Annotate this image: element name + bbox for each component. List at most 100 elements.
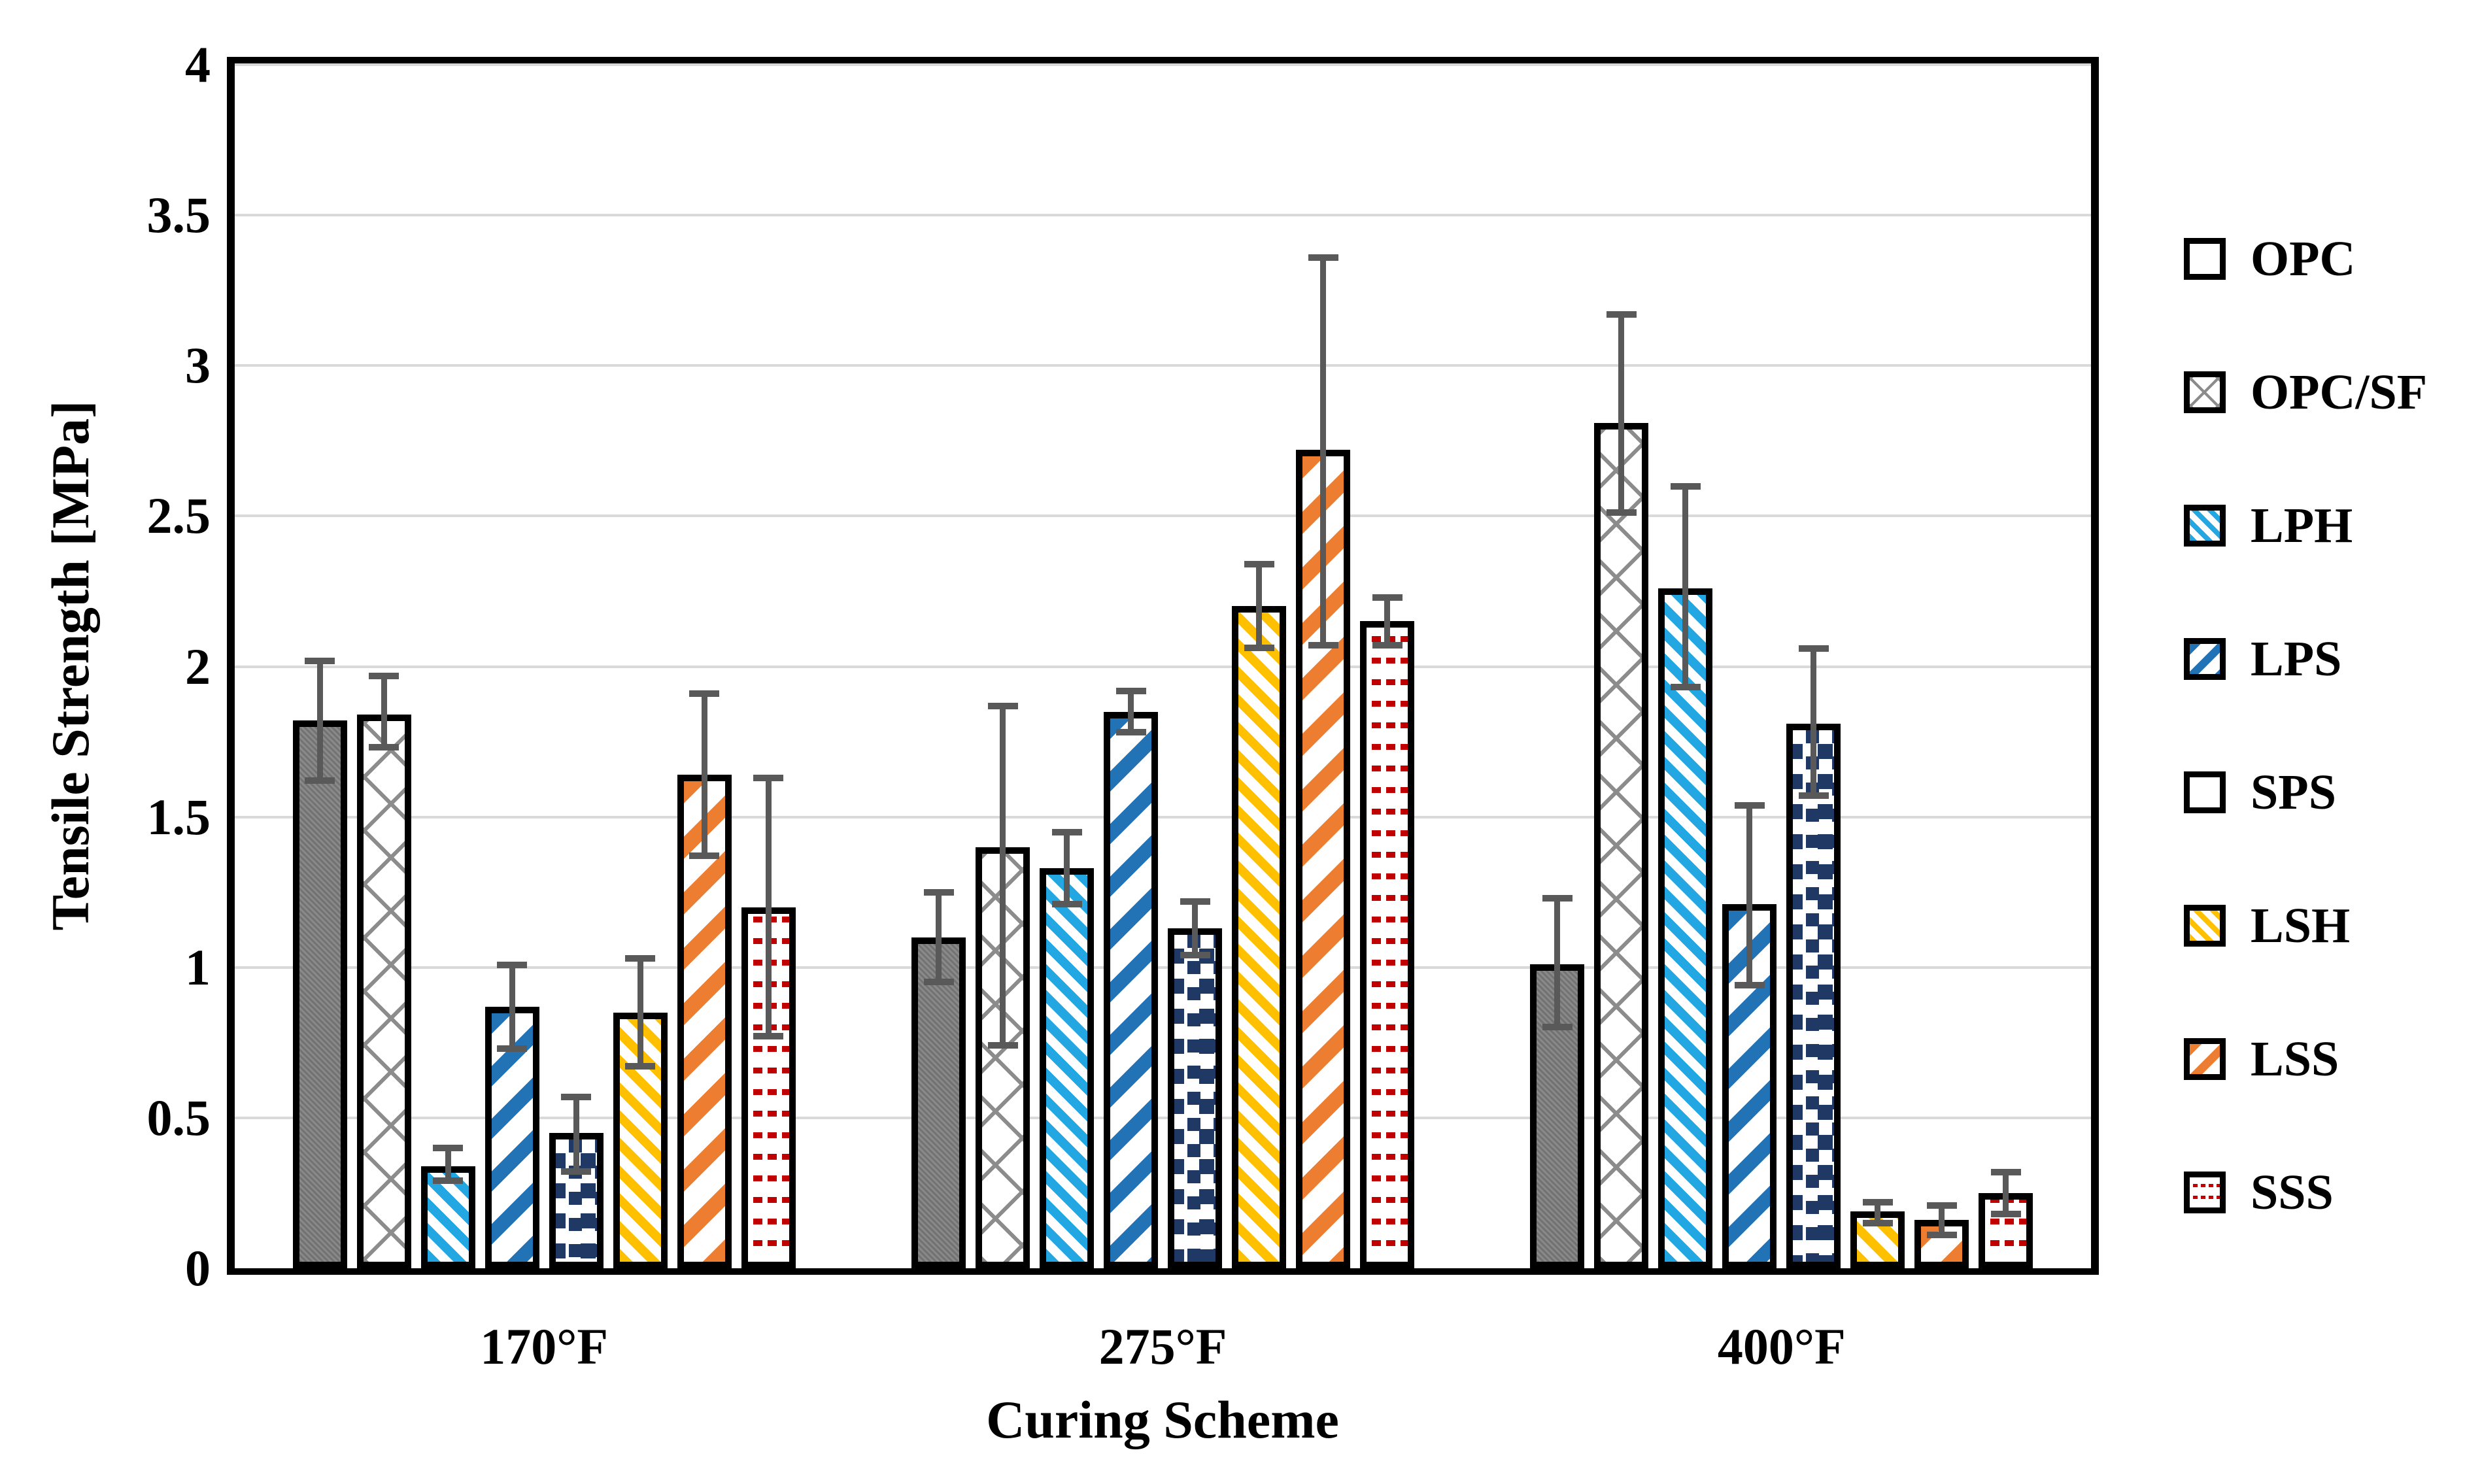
error-bar-SPS-275°F	[1180, 898, 1210, 958]
legend-item-SSS: SSS	[2184, 1165, 2334, 1220]
error-bar-cap-bottom	[305, 777, 335, 784]
error-bar-LSS-170°F	[689, 690, 720, 860]
error-bar-cap-bottom	[923, 979, 954, 986]
bar-SPS-400°F	[1786, 724, 1841, 1268]
gridline-3.5	[235, 214, 2091, 217]
error-bar-cap-bottom	[369, 744, 400, 751]
error-bar-cap-top	[1180, 898, 1210, 905]
error-bar-LPS-170°F	[497, 961, 528, 1052]
gridline-3.0	[235, 364, 2091, 367]
error-bar-cap-bottom	[1180, 951, 1210, 958]
legend-swatch-LSH	[2184, 905, 2226, 947]
error-bar-LPH-275°F	[1051, 829, 1082, 907]
legend-label-SSS: SSS	[2251, 1164, 2334, 1220]
legend-item-LSS: LSS	[2184, 1032, 2339, 1087]
legend-swatch-SSS	[2184, 1172, 2226, 1213]
bar-OPC/SF-170°F	[356, 715, 411, 1268]
error-bar-cap-top	[625, 955, 656, 962]
legend-label-LSS: LSS	[2251, 1031, 2339, 1087]
error-bar-cap-bottom	[1051, 900, 1082, 907]
error-bar-stem	[445, 1145, 451, 1185]
error-bar-stem	[381, 672, 387, 751]
error-bar-cap-top	[1926, 1202, 1957, 1209]
y-tick-label-3: 3	[185, 337, 211, 394]
error-bar-cap-top	[305, 657, 335, 664]
error-bar-cap-bottom	[1372, 641, 1402, 649]
error-bar-cap-top	[923, 889, 954, 896]
bar-OPC-400°F	[1530, 964, 1585, 1268]
error-bar-stem	[637, 955, 643, 1070]
error-bar-SSS-275°F	[1372, 594, 1402, 649]
error-bar-stem	[1682, 482, 1689, 691]
bar-OPC-275°F	[911, 937, 966, 1268]
error-bar-stem	[1875, 1199, 1881, 1226]
error-bar-cap-top	[689, 690, 720, 698]
legend-item-LPS: LPS	[2184, 632, 2341, 686]
error-bar-cap-bottom	[433, 1177, 464, 1185]
error-bar-stem	[1810, 645, 1817, 799]
error-bar-cap-top	[433, 1145, 464, 1152]
error-bar-stem	[1384, 594, 1390, 649]
error-bar-OPC/SF-170°F	[369, 672, 400, 751]
error-bar-LSS-400°F	[1926, 1202, 1957, 1238]
error-bar-LSS-275°F	[1308, 254, 1338, 649]
error-bar-stem	[1320, 254, 1326, 649]
legend-swatch-LPS	[2184, 638, 2226, 680]
error-bar-cap-bottom	[753, 1033, 784, 1040]
error-bar-cap-bottom	[1308, 641, 1338, 649]
error-bar-OPC/SF-400°F	[1606, 311, 1637, 516]
error-bar-OPC/SF-275°F	[987, 702, 1018, 1049]
y-tick-label-3.5: 3.5	[146, 186, 211, 244]
y-tick-label-0: 0	[185, 1239, 211, 1296]
error-bar-stem	[1192, 898, 1198, 958]
error-bar-cap-top	[1542, 895, 1572, 902]
gridline-4.0	[235, 63, 2091, 66]
legend-swatch-LPH	[2184, 505, 2226, 547]
y-tick-label-1: 1	[185, 938, 211, 996]
legend-item-LPH: LPH	[2184, 498, 2353, 553]
y-tick-label-1.5: 1.5	[146, 788, 211, 845]
error-bar-OPC-400°F	[1542, 895, 1572, 1031]
error-bar-LSH-275°F	[1244, 561, 1274, 652]
error-bar-cap-top	[1734, 801, 1765, 809]
legend-item-OPC: OPC	[2184, 231, 2355, 286]
error-bar-cap-top	[1606, 311, 1637, 318]
error-bar-cap-bottom	[1670, 684, 1701, 691]
error-bar-cap-bottom	[1862, 1219, 1893, 1226]
error-bar-stem	[1128, 687, 1134, 736]
error-bar-cap-bottom	[1926, 1231, 1957, 1238]
gridline-2.0	[235, 665, 2091, 668]
error-bar-stem	[1618, 311, 1625, 516]
gridline-1.0	[235, 966, 2091, 969]
error-bar-LPH-400°F	[1670, 482, 1701, 691]
error-bar-cap-top	[1372, 594, 1402, 601]
legend-swatch-SPS	[2184, 771, 2226, 813]
error-bar-cap-bottom	[1734, 981, 1765, 988]
error-bar-cap-top	[1115, 687, 1146, 694]
bar-OPC-170°F	[292, 720, 347, 1268]
y-tick-label-0.5: 0.5	[146, 1088, 211, 1146]
error-bar-stem	[509, 961, 515, 1052]
y-tick-label-4: 4	[185, 36, 211, 93]
error-bar-stem	[765, 775, 772, 1040]
error-bar-cap-top	[1990, 1169, 2021, 1176]
x-category-label-170°F: 170°F	[480, 1318, 609, 1375]
legend-label-OPC/SF: OPC/SF	[2251, 364, 2428, 420]
error-bar-cap-bottom	[987, 1042, 1018, 1049]
error-bar-stem	[1554, 895, 1561, 1031]
error-bar-cap-top	[497, 961, 528, 968]
legend-label-OPC: OPC	[2251, 231, 2356, 286]
error-bar-stem	[1939, 1202, 1945, 1238]
error-bar-cap-top	[1670, 482, 1701, 490]
error-bar-stem	[1746, 801, 1753, 988]
error-bar-LSH-170°F	[625, 955, 656, 1070]
error-bar-SPS-170°F	[561, 1094, 592, 1175]
error-bar-stem	[2003, 1169, 2009, 1217]
error-bar-cap-bottom	[561, 1168, 592, 1175]
error-bar-cap-top	[1798, 645, 1829, 652]
error-bar-cap-bottom	[1798, 792, 1829, 799]
y-tick-label-2: 2	[185, 637, 211, 695]
error-bar-OPC-170°F	[305, 657, 335, 784]
legend-item-LSH: LSH	[2184, 898, 2350, 953]
bar-LSS-275°F	[1296, 450, 1350, 1268]
